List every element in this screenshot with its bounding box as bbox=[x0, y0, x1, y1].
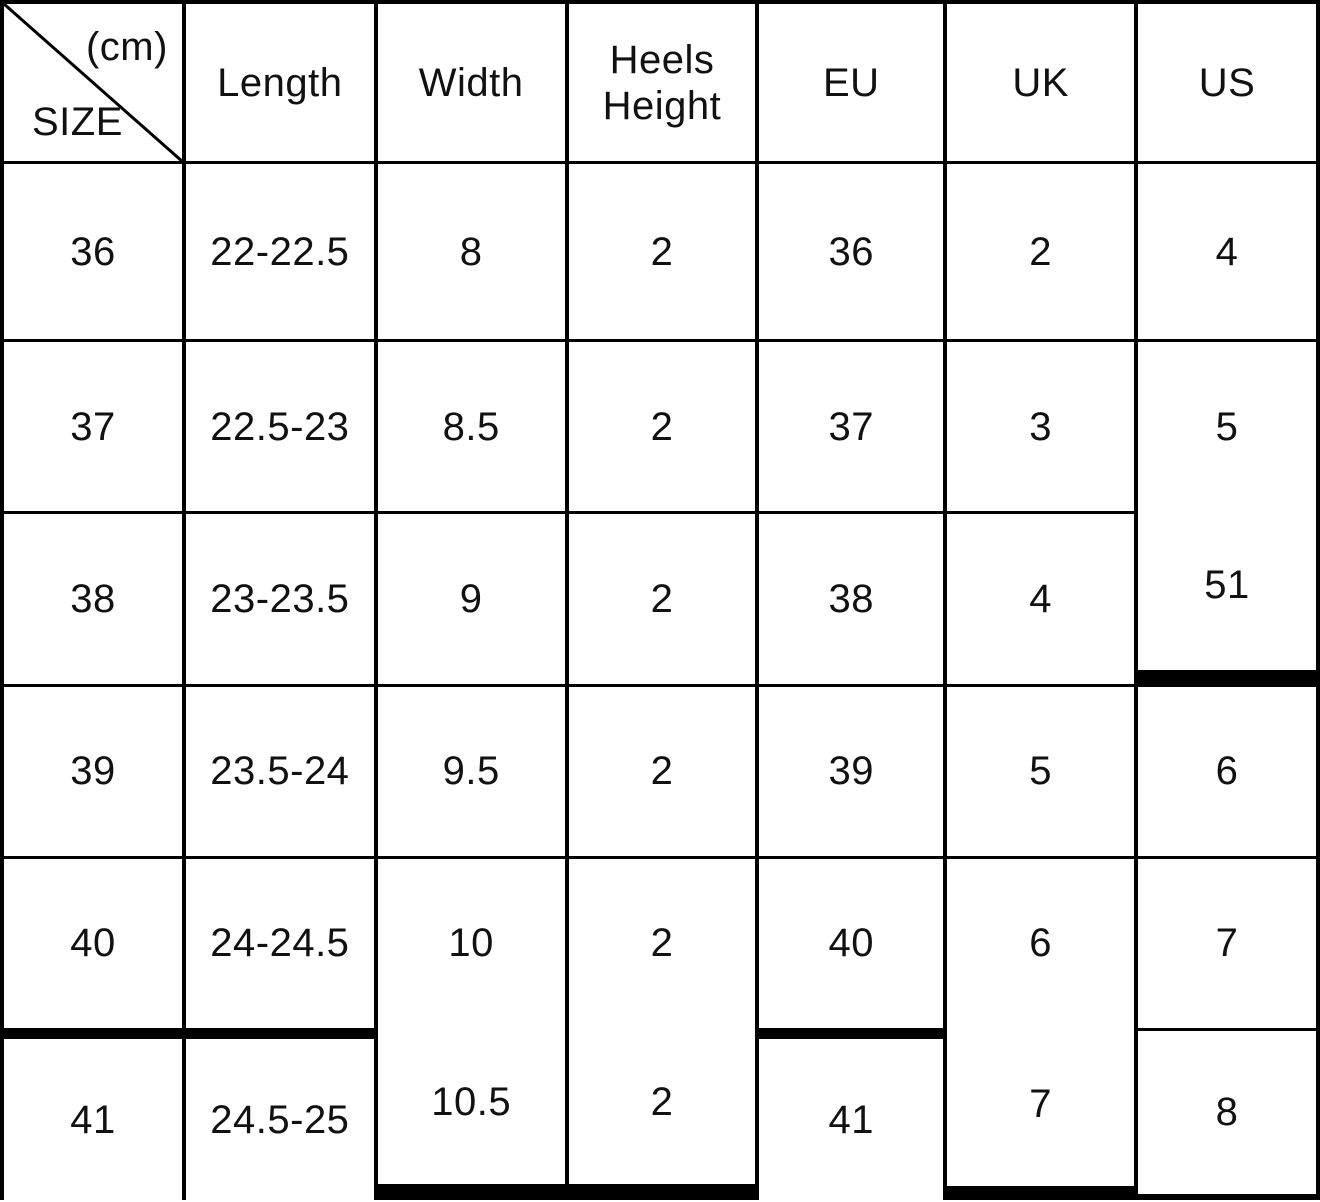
us-cell: 8 bbox=[1138, 1030, 1316, 1194]
diagonal-line bbox=[4, 4, 182, 161]
eu-cell: 37 bbox=[759, 342, 944, 511]
eu-cell: 40 bbox=[759, 858, 944, 1028]
width-cell: 8 bbox=[377, 164, 565, 340]
length-cell: 22-22.5 bbox=[185, 164, 374, 340]
column-header-heels-height: Heels Height bbox=[568, 4, 756, 162]
width-cell: 8.5 bbox=[377, 342, 565, 511]
length-cell: 24-24.5 bbox=[185, 858, 374, 1028]
column-header-eu: EU bbox=[759, 4, 944, 162]
corner-axis-label: SIZE bbox=[32, 100, 123, 145]
us-cell: 4 bbox=[1138, 164, 1316, 340]
heels-height-cell: 2 bbox=[568, 686, 756, 856]
eu-cell: 41 bbox=[759, 1038, 944, 1202]
length-cell: 22.5-23 bbox=[185, 342, 374, 511]
column-header-us: US bbox=[1138, 4, 1316, 162]
length-cell: 23-23.5 bbox=[185, 514, 374, 684]
size-cell: 41 bbox=[4, 1038, 182, 1202]
size-cell: 36 bbox=[4, 164, 182, 340]
length-cell: 24.5-25 bbox=[185, 1038, 374, 1202]
heels-height-cell: 2 bbox=[568, 858, 756, 1028]
corner-unit-label: (cm) bbox=[85, 25, 168, 69]
uk-cell: 6 bbox=[947, 858, 1135, 1028]
us-cell: 5 bbox=[1138, 342, 1316, 511]
heels-height-cell: 2 bbox=[568, 1020, 756, 1184]
eu-cell: 36 bbox=[759, 164, 944, 340]
eu-cell: 39 bbox=[759, 686, 944, 856]
width-cell: 10.5 bbox=[377, 1020, 565, 1184]
us-cell: 51 bbox=[1138, 500, 1316, 670]
us-cell: 7 bbox=[1138, 858, 1316, 1028]
uk-cell: 7 bbox=[947, 1022, 1135, 1186]
eu-cell: 38 bbox=[759, 514, 944, 684]
heels-height-cell: 2 bbox=[568, 342, 756, 511]
length-cell: 23.5-24 bbox=[185, 686, 374, 856]
column-header-uk: UK bbox=[947, 4, 1135, 162]
uk-cell: 2 bbox=[947, 164, 1135, 340]
width-cell: 9 bbox=[377, 514, 565, 684]
us-cell: 6 bbox=[1138, 686, 1316, 856]
uk-cell: 3 bbox=[947, 342, 1135, 511]
size-cell: 39 bbox=[4, 686, 182, 856]
column-header-length: Length bbox=[185, 4, 374, 162]
heels-height-cell: 2 bbox=[568, 514, 756, 684]
width-cell: 10 bbox=[377, 858, 565, 1028]
width-cell: 9.5 bbox=[377, 686, 565, 856]
size-cell: 38 bbox=[4, 514, 182, 684]
column-header-width: Width bbox=[377, 4, 565, 162]
uk-cell: 4 bbox=[947, 514, 1135, 684]
size-cell: 40 bbox=[4, 858, 182, 1028]
size-cell: 37 bbox=[4, 342, 182, 511]
uk-cell: 5 bbox=[947, 686, 1135, 856]
corner-header-cell: (cm) SIZE bbox=[4, 4, 182, 162]
heels-height-cell: 2 bbox=[568, 164, 756, 340]
